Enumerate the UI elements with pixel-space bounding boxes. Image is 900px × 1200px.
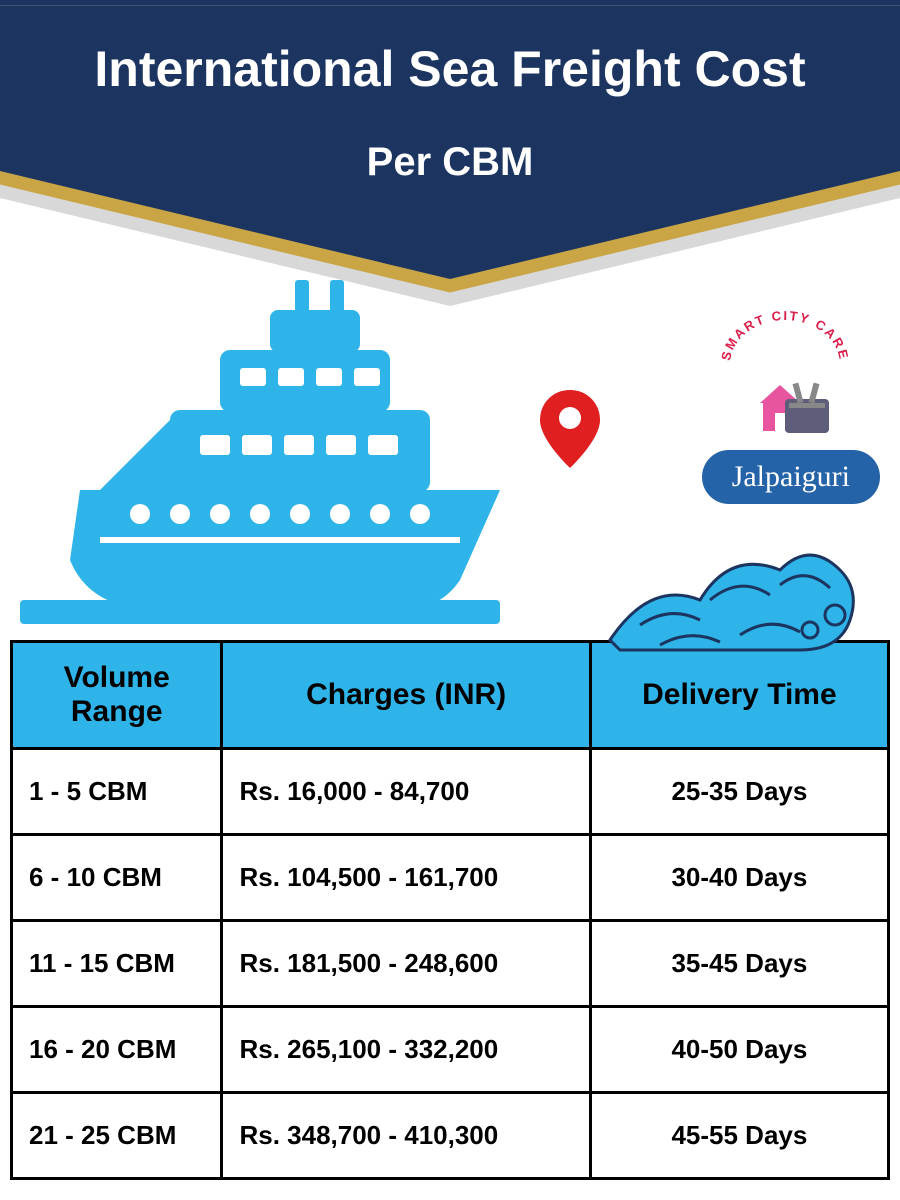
cell-charges: Rs. 265,100 - 332,200 bbox=[222, 1007, 590, 1093]
ship-icon bbox=[20, 280, 520, 620]
table-row: 16 - 20 CBM Rs. 265,100 - 332,200 40-50 … bbox=[12, 1007, 889, 1093]
table-row: 21 - 25 CBM Rs. 348,700 - 410,300 45-55 … bbox=[12, 1093, 889, 1179]
cell-charges: Rs. 16,000 - 84,700 bbox=[222, 749, 590, 835]
cell-volume: 6 - 10 CBM bbox=[12, 835, 222, 921]
table-header-charges: Charges (INR) bbox=[222, 642, 590, 749]
brand-logo: SMART CITY CARE bbox=[720, 310, 850, 440]
cell-time: 30-40 Days bbox=[590, 835, 888, 921]
illustration-area: Jalpaiguri SMART CITY CARE bbox=[0, 260, 900, 640]
cell-time: 25-35 Days bbox=[590, 749, 888, 835]
page-title: International Sea Freight Cost bbox=[0, 40, 900, 98]
cell-time: 35-45 Days bbox=[590, 921, 888, 1007]
table-row: 11 - 15 CBM Rs. 181,500 - 248,600 35-45 … bbox=[12, 921, 889, 1007]
table-header-volume: Volume Range bbox=[12, 642, 222, 749]
pricing-table: Volume Range Charges (INR) Delivery Time… bbox=[10, 640, 890, 1180]
page-subtitle: Per CBM bbox=[0, 140, 900, 185]
water-bar bbox=[20, 600, 500, 624]
location-pin-icon bbox=[540, 390, 600, 470]
cell-volume: 11 - 15 CBM bbox=[12, 921, 222, 1007]
cell-charges: Rs. 181,500 - 248,600 bbox=[222, 921, 590, 1007]
cell-time: 40-50 Days bbox=[590, 1007, 888, 1093]
table-row: 6 - 10 CBM Rs. 104,500 - 161,700 30-40 D… bbox=[12, 835, 889, 921]
cell-charges: Rs. 104,500 - 161,700 bbox=[222, 835, 590, 921]
cell-charges: Rs. 348,700 - 410,300 bbox=[222, 1093, 590, 1179]
location-name-pill: Jalpaiguri bbox=[702, 450, 880, 504]
cell-volume: 1 - 5 CBM bbox=[12, 749, 222, 835]
cell-volume: 16 - 20 CBM bbox=[12, 1007, 222, 1093]
cell-volume: 21 - 25 CBM bbox=[12, 1093, 222, 1179]
wave-icon bbox=[600, 520, 880, 670]
cell-time: 45-55 Days bbox=[590, 1093, 888, 1179]
table-row: 1 - 5 CBM Rs. 16,000 - 84,700 25-35 Days bbox=[12, 749, 889, 835]
svg-text:SMART CITY CARE: SMART CITY CARE bbox=[720, 310, 850, 362]
